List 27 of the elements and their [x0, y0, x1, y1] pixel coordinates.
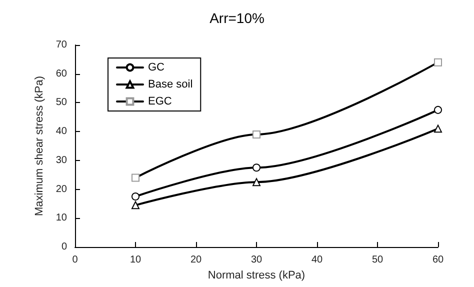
x-tick-label: 20	[190, 254, 202, 266]
y-tick-label: 70	[56, 40, 68, 50]
x-tick-label: 10	[130, 254, 142, 266]
y-tick-label: 50	[56, 97, 68, 108]
point	[434, 124, 442, 133]
y-tick-label: 20	[56, 184, 68, 195]
y-tick-label: 10	[56, 212, 68, 224]
legend-label: EGC	[148, 96, 172, 108]
point	[434, 106, 442, 114]
x-tick-label: 0	[72, 254, 78, 266]
point	[132, 201, 140, 210]
y-tick-label: 60	[56, 68, 68, 80]
x-tick-label: 40	[311, 254, 323, 266]
y-axis-title: Maximum shear stress (kPa)	[33, 76, 46, 216]
point	[132, 192, 140, 200]
y-tick-label: 40	[56, 126, 68, 138]
point	[252, 178, 260, 186]
x-tick-label: 50	[372, 254, 384, 266]
legend-label: GC	[148, 62, 165, 74]
chart-title: Arr=10%	[210, 10, 264, 26]
y-tick-label: 30	[56, 154, 68, 166]
point	[252, 164, 260, 172]
legend-label: Base soil	[148, 78, 193, 90]
x-tick-label: 30	[250, 254, 262, 266]
y-tick-label: 0	[61, 242, 68, 252]
x-axis-title: Normal stress (kPa)	[208, 269, 306, 282]
x-tick-label: 60	[432, 254, 444, 266]
